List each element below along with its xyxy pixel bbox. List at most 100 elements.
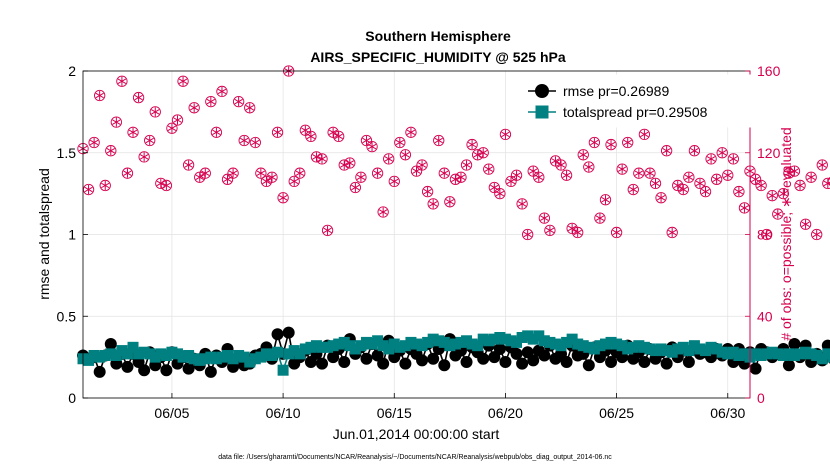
totalspread-point bbox=[827, 351, 830, 363]
x-tick-label: 06/20 bbox=[488, 405, 523, 421]
obs-possible-point bbox=[366, 140, 378, 153]
obs-evaluated-point bbox=[717, 148, 727, 158]
obs-evaluated-point bbox=[484, 164, 493, 174]
obs-possible-point bbox=[733, 185, 745, 198]
rmse-point bbox=[121, 360, 134, 373]
obs-evaluated-point bbox=[295, 168, 305, 178]
obs-evaluated-point bbox=[212, 127, 221, 137]
obs-evaluated-point bbox=[312, 152, 321, 162]
totalspread-point bbox=[249, 353, 261, 365]
obs-evaluated-point bbox=[551, 156, 560, 166]
obs-possible-point bbox=[383, 153, 395, 165]
obs-evaluated-point bbox=[390, 176, 399, 186]
totalspread-point bbox=[266, 349, 278, 361]
y-right-tick-label: 160 bbox=[757, 63, 781, 79]
totalspread-point bbox=[255, 351, 267, 363]
obs-evaluated-point bbox=[740, 203, 749, 213]
totalspread-point bbox=[94, 351, 106, 363]
obs-evaluated-point bbox=[490, 182, 499, 193]
rmse-point bbox=[749, 362, 762, 375]
totalspread-point bbox=[338, 336, 350, 348]
obs-evaluated-point bbox=[706, 154, 716, 164]
totalspread-point bbox=[800, 346, 812, 358]
obs-possible-point bbox=[438, 167, 450, 179]
obs-possible-point bbox=[166, 122, 178, 134]
totalspread-point bbox=[683, 345, 695, 357]
totalspread-point bbox=[705, 341, 717, 353]
obs-evaluated-point bbox=[395, 137, 405, 148]
totalspread-point bbox=[472, 340, 484, 352]
obs-possible-point bbox=[544, 224, 556, 237]
obs-evaluated-point bbox=[406, 127, 416, 137]
x-tick-label: 06/10 bbox=[266, 405, 301, 421]
obs-evaluated-point bbox=[151, 107, 160, 117]
totalspread-point bbox=[549, 338, 561, 350]
obs-possible-point bbox=[232, 96, 245, 108]
obs-evaluated-point bbox=[667, 227, 677, 238]
obs-possible-point bbox=[105, 145, 117, 157]
totalspread-point bbox=[644, 343, 656, 355]
totalspread-point bbox=[761, 348, 773, 360]
totalspread-point bbox=[822, 348, 830, 360]
obs-evaluated-point bbox=[723, 170, 733, 180]
totalspread-point bbox=[794, 348, 806, 360]
totalspread-point bbox=[222, 349, 234, 361]
totalspread-point bbox=[516, 332, 528, 344]
obs-possible-point bbox=[355, 171, 367, 183]
totalspread-point bbox=[427, 333, 439, 345]
obs-evaluated-point bbox=[634, 168, 644, 178]
totalspread-point bbox=[488, 333, 500, 345]
totalspread-point bbox=[461, 335, 473, 347]
obs-possible-point bbox=[583, 161, 595, 173]
obs-evaluated-point bbox=[528, 166, 538, 176]
obs-possible-point bbox=[816, 159, 828, 171]
obs-evaluated-point bbox=[445, 197, 455, 207]
obs-evaluated-point bbox=[623, 137, 632, 148]
rmse-point bbox=[182, 362, 195, 375]
totalspread-point bbox=[805, 348, 817, 360]
totalspread-point bbox=[299, 343, 311, 355]
totalspread-point bbox=[366, 338, 378, 350]
obs-evaluated-point bbox=[695, 178, 705, 189]
obs-evaluated-point bbox=[540, 213, 549, 223]
obs-evaluated-point bbox=[217, 86, 227, 97]
obs-possible-point bbox=[188, 102, 200, 114]
totalspread-point bbox=[433, 335, 445, 347]
obs-evaluated-point bbox=[273, 127, 282, 137]
rmse-point bbox=[460, 356, 473, 369]
totalspread-point bbox=[633, 340, 645, 352]
rmse-point bbox=[104, 338, 117, 351]
totalspread-point bbox=[188, 353, 200, 365]
totalspread-point bbox=[149, 351, 161, 363]
totalspread-point bbox=[783, 348, 795, 360]
obs-possible-point bbox=[705, 153, 717, 165]
obs-evaluated-point bbox=[367, 142, 377, 152]
obs-possible-point bbox=[766, 190, 778, 202]
y-axis-left: 0 0.5 1 1.5 2 bbox=[57, 63, 88, 406]
obs-evaluated-point bbox=[89, 137, 99, 148]
obs-evaluated-point bbox=[601, 195, 610, 205]
totalspread-point bbox=[166, 346, 178, 358]
obs-evaluated-point bbox=[801, 219, 810, 229]
obs-evaluated-point bbox=[167, 123, 177, 133]
totalspread-point bbox=[588, 343, 600, 355]
rmse-point bbox=[416, 354, 429, 367]
legend-rmse-marker bbox=[535, 84, 549, 98]
totalspread-point bbox=[272, 346, 284, 358]
obs-possible-point bbox=[633, 167, 645, 179]
totalspread-point bbox=[260, 348, 272, 360]
totalspread-point bbox=[105, 348, 117, 360]
obs-evaluated-point bbox=[545, 225, 555, 236]
obs-possible-point bbox=[294, 167, 306, 179]
obs-evaluated-point bbox=[128, 127, 138, 137]
obs-evaluated-point bbox=[467, 139, 477, 150]
obs-evaluated-point bbox=[289, 176, 299, 186]
rmse-point bbox=[360, 352, 373, 365]
chart-title-line-2: AIRS_SPECIFIC_HUMIDITY @ 525 hPa bbox=[310, 49, 566, 65]
totalspread-point bbox=[372, 335, 384, 347]
totalspread-point bbox=[755, 349, 767, 361]
totalspread-point bbox=[483, 335, 495, 347]
obs-evaluated-point bbox=[206, 97, 216, 107]
obs-evaluated-point bbox=[473, 150, 482, 160]
obs-possible-point bbox=[377, 206, 389, 218]
